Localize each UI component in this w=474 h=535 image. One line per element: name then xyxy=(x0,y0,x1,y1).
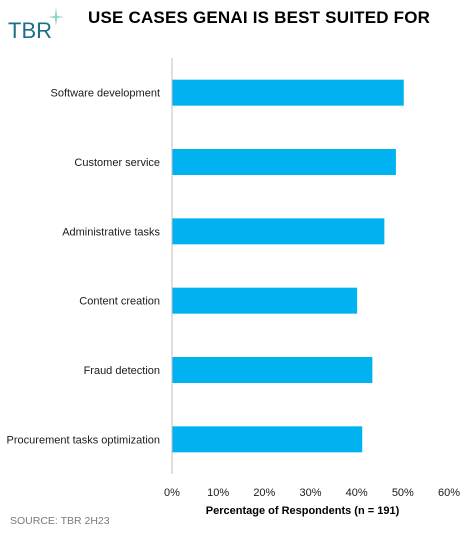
category-label: Customer service xyxy=(74,157,160,169)
tbr-logo: TBR xyxy=(8,8,64,43)
x-tick-label: 10% xyxy=(207,487,229,499)
bar xyxy=(172,357,373,383)
x-tick-label: 20% xyxy=(253,487,275,499)
category-label: Content creation xyxy=(79,296,160,308)
category-label: Administrative tasks xyxy=(62,226,160,238)
source-note: SOURCE: TBR 2H23 xyxy=(10,515,110,527)
x-axis-title: Percentage of Respondents (n = 191) xyxy=(206,505,400,517)
bar xyxy=(172,149,396,175)
category-label: Fraud detection xyxy=(84,365,160,377)
bar xyxy=(172,426,363,453)
chart-title: USE CASES GENAI IS BEST SUITED FOR xyxy=(88,8,431,27)
bar xyxy=(172,79,404,106)
logo-star-icon xyxy=(48,8,64,26)
logo-text: TBR xyxy=(8,18,52,43)
category-label: Procurement tasks optimization xyxy=(7,434,160,446)
x-tick-label: 30% xyxy=(299,487,321,499)
category-label: Software development xyxy=(51,88,160,100)
x-tick-label: 60% xyxy=(438,487,460,499)
bar xyxy=(172,287,358,314)
x-tick-label: 0% xyxy=(164,487,180,499)
x-tick-label: 40% xyxy=(346,487,368,499)
bar xyxy=(172,218,385,245)
x-tick-label: 50% xyxy=(392,487,414,499)
